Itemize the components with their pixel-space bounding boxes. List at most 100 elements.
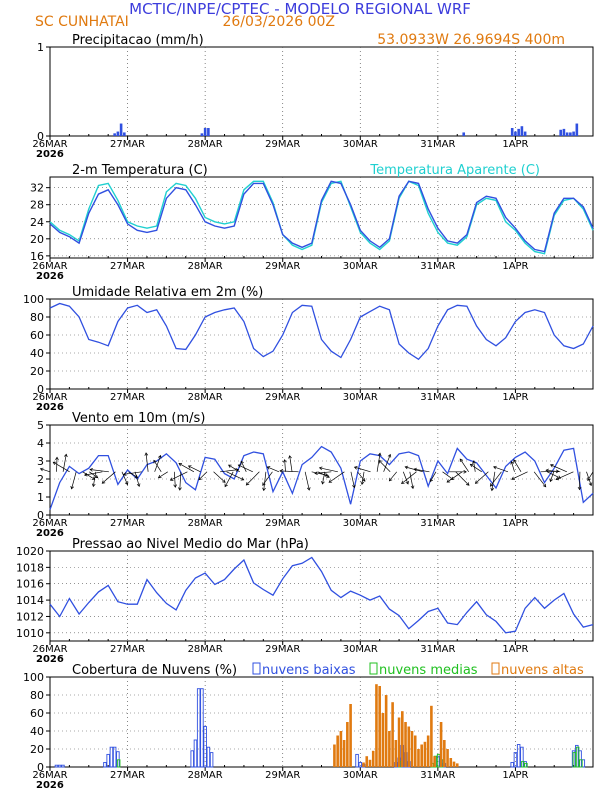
wind-vector xyxy=(122,471,142,476)
wind-vector xyxy=(490,471,496,492)
wind-vector xyxy=(555,471,574,481)
precip-bar xyxy=(523,131,527,136)
panel-rh: 26MAR 27MAR 28MAR 29MAR 30MAR 31MAR 1APR 2026 0 2… xyxy=(23,285,594,413)
cloud-bar-low xyxy=(355,753,359,768)
wind-vector xyxy=(89,471,99,479)
precip-bar xyxy=(575,123,579,136)
y-tick-label: 40 xyxy=(30,725,44,738)
y-tick-label: 0 xyxy=(37,761,44,774)
precip-bar xyxy=(462,132,466,136)
wind-vector xyxy=(128,471,139,478)
cloud-bar-low xyxy=(57,764,62,768)
x-tick-label: 29MAR xyxy=(265,261,300,272)
cloud-bar-high xyxy=(430,705,433,767)
y-tick-label: 20 xyxy=(30,365,44,378)
cloud-bar-low xyxy=(190,750,194,768)
wind-vector xyxy=(266,466,280,473)
legend-label: nuvens altas xyxy=(501,663,584,678)
wind-vector xyxy=(282,459,287,472)
wind-vector xyxy=(237,464,253,473)
panel-frame xyxy=(49,298,594,390)
x-tick-label: 28MAR xyxy=(188,644,223,655)
wind-vector xyxy=(493,465,509,473)
cloud-bar-mid xyxy=(575,746,580,768)
x-tick-label: 29MAR xyxy=(265,770,300,781)
x-tick-label: 26MAR xyxy=(32,139,67,150)
y-tick-label: 0 xyxy=(37,383,44,396)
cloud-bar-high xyxy=(333,744,336,767)
wind-vector xyxy=(545,468,561,473)
panel-title: 2-m Temperatura (C) xyxy=(72,163,208,178)
cloud-bar-high xyxy=(423,741,427,767)
cloud-bar-high xyxy=(346,722,349,767)
wind-vector xyxy=(187,465,201,473)
x-tick-label: 30MAR xyxy=(343,644,378,655)
wind-vector xyxy=(262,471,267,492)
x-tick-label: 31MAR xyxy=(420,139,455,150)
cloud-bar-low xyxy=(203,726,207,768)
precip-bar xyxy=(207,127,210,136)
x-tick-label: 27MAR xyxy=(110,139,145,150)
x-year-label: 2026 xyxy=(36,271,64,282)
cloud-bar-low xyxy=(513,752,518,768)
precip-bar xyxy=(119,123,123,136)
wind-vector xyxy=(178,462,195,473)
cloud-bar-high xyxy=(378,686,381,767)
wind-vector xyxy=(52,461,70,473)
x-tick-label: 29MAR xyxy=(265,644,300,655)
wind-vector xyxy=(288,455,293,472)
wind-speed-line xyxy=(49,445,594,510)
wind-vector xyxy=(402,471,409,485)
x-year-label: 2026 xyxy=(36,149,64,160)
wind-vector xyxy=(513,459,522,472)
cloud-bar-high xyxy=(342,740,346,767)
y-tick-label: 1014 xyxy=(16,594,44,607)
cloud-bar-high xyxy=(452,761,456,767)
x-tick-label: 1APR xyxy=(502,392,528,403)
cloud-bar-high xyxy=(407,726,411,767)
y-tick-label: 0 xyxy=(37,130,44,143)
wind-vector xyxy=(350,471,356,489)
temp-line xyxy=(49,180,594,253)
x-tick-label: 30MAR xyxy=(343,518,378,529)
precip-bar xyxy=(200,133,204,136)
precip-bar xyxy=(514,131,517,136)
wind-vector xyxy=(472,460,476,472)
x-year-label: 2026 xyxy=(36,780,64,791)
x-tick-label: 29MAR xyxy=(265,518,300,529)
x-tick-label: 26MAR xyxy=(32,518,67,529)
wind-vector xyxy=(134,471,141,487)
wind-vector xyxy=(449,469,467,474)
wind-vector xyxy=(240,460,247,472)
wind-vector xyxy=(173,471,178,488)
precip-bar xyxy=(116,131,120,136)
precip-bar xyxy=(517,128,520,136)
cloud-bar-mid xyxy=(116,759,121,768)
cloud-bar-high xyxy=(439,722,443,767)
x-year-label: 2026 xyxy=(36,528,64,539)
wind-vector xyxy=(70,471,77,490)
wind-vector xyxy=(469,463,482,473)
x-tick-label: 26MAR xyxy=(32,644,67,655)
wind-vector xyxy=(39,467,51,473)
wind-vector xyxy=(388,471,398,482)
x-tick-label: 29MAR xyxy=(265,392,300,403)
cloud-bar-low xyxy=(193,739,198,768)
precip-bar xyxy=(123,132,126,136)
wind-vector xyxy=(154,454,162,472)
cloud-bar-high xyxy=(410,731,414,767)
cloud-bar-low xyxy=(106,753,110,768)
panel-wind: 26MAR 27MAR 28MAR 29MAR 30MAR 31MAR 1APR 2026 0 1… xyxy=(32,411,594,539)
panel-title: Umidade Relativa em 2m (%) xyxy=(72,285,263,300)
x-tick-label: 27MAR xyxy=(110,261,145,272)
cloud-bar-high xyxy=(336,735,339,767)
x-tick-label: 1APR xyxy=(502,770,528,781)
x-tick-label: 26MAR xyxy=(32,392,67,403)
y-tick-label: 20 xyxy=(30,743,44,756)
wind-vector xyxy=(62,453,68,472)
y-tick-label: 40 xyxy=(30,347,44,360)
x-tick-label: 30MAR xyxy=(343,392,378,403)
wind-vector xyxy=(489,471,502,487)
wind-vector xyxy=(83,471,103,477)
precip-bar xyxy=(203,127,207,136)
